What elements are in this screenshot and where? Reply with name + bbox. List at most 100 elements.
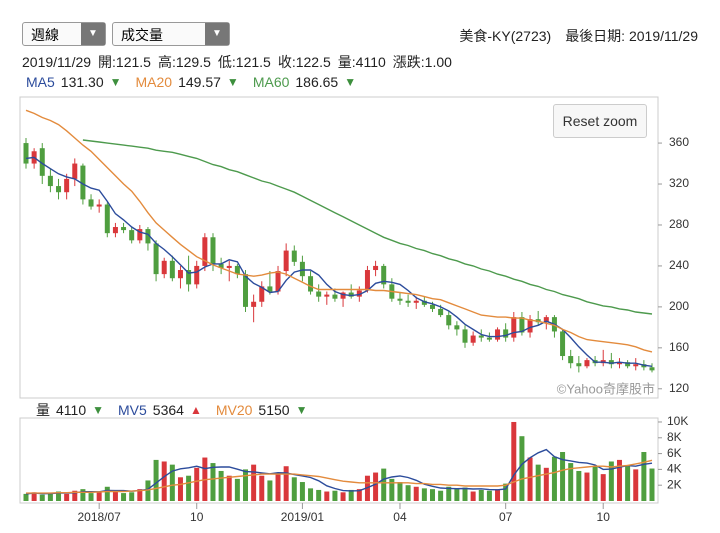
- volume-bar: [72, 490, 78, 501]
- ma-legend: MA5 131.30 ▼ MA20 149.57 ▼ MA60 186.65 ▼: [26, 74, 356, 90]
- candle-body: [373, 265, 379, 271]
- candle-body: [218, 263, 224, 268]
- candle-body: [283, 250, 289, 272]
- candle-body: [56, 186, 62, 193]
- info-item: 收:122.5: [277, 54, 331, 70]
- volume-bar: [161, 461, 167, 501]
- volume-bar: [234, 478, 240, 501]
- candle-body: [364, 270, 370, 291]
- candle-body: [356, 290, 362, 297]
- y-tick-label: 2K: [667, 477, 682, 491]
- volume-bar: [535, 464, 541, 501]
- candle-body: [324, 294, 330, 297]
- candle-body: [80, 165, 86, 200]
- volume-bar: [194, 467, 200, 501]
- candle-body: [259, 286, 265, 302]
- y-tick-label: 360: [669, 135, 689, 149]
- candle-body: [438, 308, 444, 316]
- candle-body: [519, 317, 525, 333]
- y-tick-label: 10K: [667, 414, 688, 428]
- y-tick-label: 4K: [667, 462, 682, 476]
- volume-bar: [299, 482, 305, 501]
- legend-value: 5364: [152, 402, 184, 418]
- volume-bar: [600, 474, 606, 501]
- volume-bar: [121, 493, 127, 501]
- y-tick-label: 8K: [667, 430, 682, 444]
- plot-frame: [19, 96, 659, 399]
- legend-value: 131.30: [60, 74, 104, 90]
- legend-value: 4110: [56, 402, 87, 418]
- candle-body: [161, 260, 167, 275]
- x-tick-label: 2018/07: [77, 510, 121, 524]
- volume-bar: [56, 491, 62, 501]
- candle-body: [64, 178, 70, 193]
- volume-bar: [96, 492, 102, 501]
- stock-info: 美食-KY(2723) 最後日期: 2019/11/29: [459, 26, 698, 46]
- volume-bar: [470, 491, 476, 501]
- candle-body: [234, 265, 240, 275]
- candle-body: [454, 325, 460, 330]
- candle-body: [267, 286, 273, 292]
- x-tick-label: 10: [190, 510, 204, 524]
- x-tick-label: 04: [393, 510, 407, 524]
- indicator: 成交量: [121, 27, 163, 43]
- candle-body: [39, 148, 45, 176]
- ohlc-info: 2019/11/29 開:121.5 高:129.5 低:121.5 收:122.5 量:…: [22, 52, 452, 72]
- candle-body: [291, 250, 297, 262]
- candle-body: [625, 362, 631, 367]
- candle-body: [47, 175, 53, 187]
- volume-bar: [64, 493, 70, 501]
- candle-body: [478, 335, 484, 338]
- volume-bar: [340, 492, 346, 501]
- volume-bar: [112, 491, 118, 501]
- legend-name: MA60: [252, 74, 290, 90]
- volume-bar: [316, 489, 322, 501]
- legend-trend: ▼: [344, 75, 357, 89]
- candle-body: [608, 360, 614, 365]
- volume-bar: [454, 488, 460, 501]
- volume-bar: [389, 478, 395, 501]
- volume-bar: [421, 488, 427, 501]
- legend-trend: ▼: [109, 75, 122, 89]
- candle-body: [486, 337, 492, 340]
- volume-bar: [324, 491, 330, 501]
- candle-body: [649, 367, 655, 371]
- volume-bar: [259, 475, 265, 501]
- volume-bar: [210, 463, 216, 501]
- volume-bar: [551, 456, 557, 501]
- candle-body: [332, 294, 338, 299]
- arrow: ▼: [81, 23, 105, 45]
- y-tick-label: 240: [669, 258, 689, 272]
- volume-bar: [129, 492, 135, 501]
- candle-body: [169, 260, 175, 279]
- volume-bar: [23, 493, 29, 501]
- indicator-select[interactable]: 成交量 ▼: [112, 22, 230, 46]
- volume-bar: [104, 486, 110, 501]
- legend-value: 149.57: [178, 74, 221, 90]
- volume-bar: [332, 490, 338, 501]
- volume-bar: [39, 494, 45, 501]
- y-tick-label: 320: [669, 176, 689, 190]
- candle-body: [251, 301, 257, 307]
- volume-bar: [177, 477, 183, 501]
- candle-body: [104, 204, 110, 234]
- volume-bar: [592, 466, 598, 501]
- period-select[interactable]: 週線 ▼: [22, 22, 106, 46]
- candle-body: [243, 274, 249, 307]
- legend-trend: ▼: [295, 403, 308, 417]
- legend-name: MV20: [215, 402, 253, 418]
- candle-body: [112, 227, 118, 234]
- candle-body: [316, 291, 322, 297]
- candle-body: [145, 229, 151, 244]
- stock: 美食-KY(2723): [459, 28, 552, 44]
- volume-bar: [218, 470, 224, 501]
- last-date: 最後日期: 2019/11/29: [565, 28, 698, 44]
- volume-bar: [633, 469, 639, 501]
- ma-line: [26, 459, 653, 494]
- candle-body: [568, 356, 574, 364]
- volume-bar: [462, 487, 468, 501]
- candle-body: [299, 261, 305, 277]
- reset-zoom[interactable]: Reset zoom: [553, 104, 647, 138]
- volume-bar: [47, 493, 53, 501]
- volume-bar: [267, 480, 273, 501]
